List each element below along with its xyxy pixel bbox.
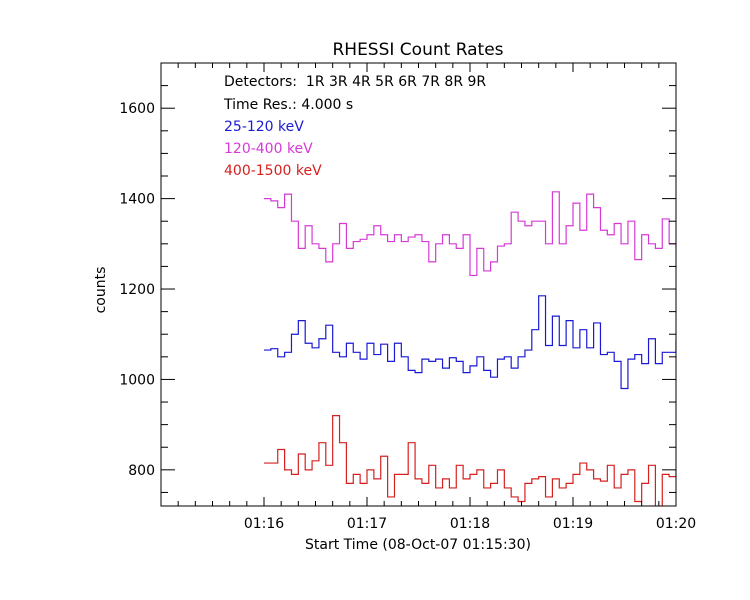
y-tick-label: 800 xyxy=(128,463,155,479)
y-axis: 800 1000 1200 1400 1600 xyxy=(119,62,676,493)
plot-area xyxy=(264,191,676,506)
series-line-2 xyxy=(264,191,676,277)
x-axis-label: Start Time (08-Oct-07 01:15:30) xyxy=(305,537,531,553)
x-tick-label: 01:17 xyxy=(347,516,387,532)
x-axis: 01:16 01:17 01:18 01:19 01:20 xyxy=(160,63,696,532)
x-tick-label: 01:19 xyxy=(553,516,593,532)
y-tick-label: 1400 xyxy=(119,192,155,208)
time-res-label: Time Res.: 4.000 s xyxy=(223,97,353,113)
info-block: Detectors: 1R 3R 4R 5R 6R 7R 8R 9R Time … xyxy=(223,74,486,179)
chart-title: RHESSI Count Rates xyxy=(332,40,503,60)
legend-entry-25-120: 25-120 keV xyxy=(224,119,304,135)
legend-entry-400-1500: 400-1500 keV xyxy=(224,163,322,179)
y-tick-label: 1600 xyxy=(119,101,155,117)
y-axis-label: counts xyxy=(93,267,109,314)
x-tick-label: 01:18 xyxy=(450,516,490,532)
series-line-1 xyxy=(264,295,676,390)
series-line-3 xyxy=(264,414,676,506)
legend-entry-120-400: 120-400 keV xyxy=(224,141,313,157)
x-tick-label: 01:16 xyxy=(244,516,284,532)
detectors-label: Detectors: 1R 3R 4R 5R 6R 7R 8R 9R xyxy=(224,74,486,90)
x-tick-label: 01:20 xyxy=(656,516,696,532)
y-tick-label: 1000 xyxy=(119,372,155,388)
y-tick-label: 1200 xyxy=(119,282,155,298)
